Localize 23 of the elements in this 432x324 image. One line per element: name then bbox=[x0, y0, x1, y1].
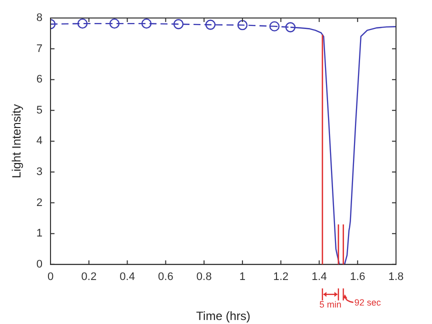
x-axis-title: Time (hrs) bbox=[196, 309, 250, 324]
y-tick-label: 1 bbox=[36, 228, 43, 240]
x-tick-label: 1.4 bbox=[312, 271, 327, 284]
y-axis-title: Light Intensity bbox=[10, 104, 24, 178]
x-tick-label: 0.4 bbox=[120, 271, 135, 284]
y-tick-label: 6 bbox=[36, 74, 43, 86]
y-tick-label: 2 bbox=[36, 196, 43, 209]
y-tick-label: 5 bbox=[36, 104, 43, 116]
y-tick-label: 8 bbox=[36, 12, 43, 24]
y-tick-label: 4 bbox=[36, 135, 43, 148]
x-tick-label: 0.8 bbox=[196, 271, 212, 284]
x-tick-label: 1 bbox=[239, 271, 246, 284]
text: 92 sec bbox=[354, 297, 382, 308]
x-tick-label: 0.2 bbox=[81, 271, 97, 284]
x-tick-label: 1.2 bbox=[273, 271, 288, 284]
y-tick-label: 3 bbox=[36, 166, 43, 178]
x-tick-label: 0.6 bbox=[158, 271, 174, 284]
y-tick-label: 7 bbox=[36, 42, 43, 55]
x-tick-label: 0 bbox=[47, 271, 54, 284]
x-tick-label: 1.6 bbox=[350, 271, 366, 284]
y-tick-label: 0 bbox=[36, 258, 43, 270]
text: 5 min bbox=[319, 299, 342, 310]
x-tick-label: 1.8 bbox=[388, 271, 404, 284]
